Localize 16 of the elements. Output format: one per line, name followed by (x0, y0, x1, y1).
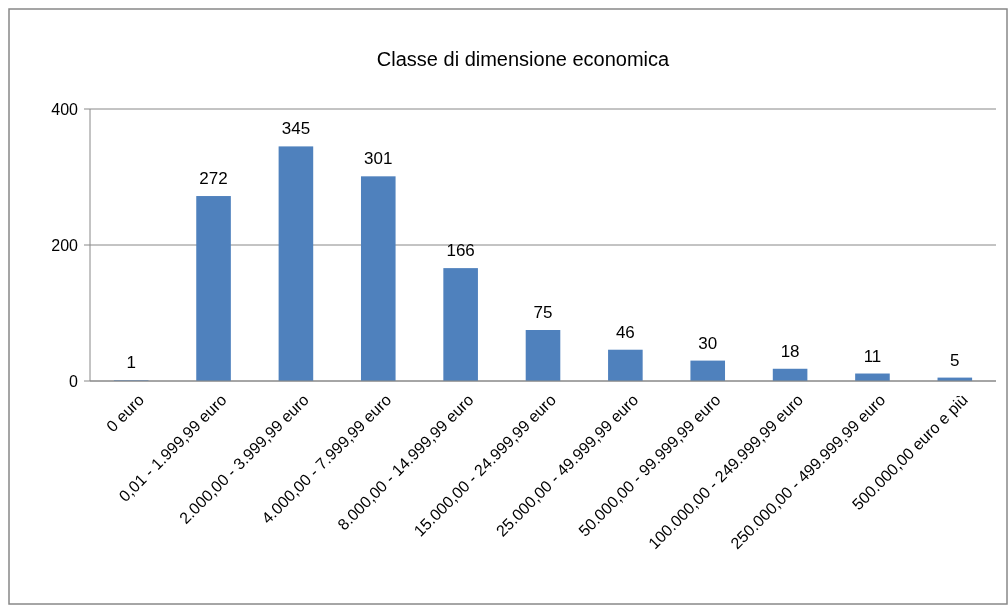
data-label: 272 (199, 169, 228, 189)
y-tick-label: 200 (51, 236, 79, 254)
data-label: 301 (364, 149, 393, 169)
data-label: 1 (126, 353, 136, 373)
data-label: 30 (698, 333, 718, 353)
y-tick-label: 0 (69, 372, 79, 390)
data-label: 46 (615, 322, 635, 342)
data-label: 5 (950, 350, 960, 370)
data-label: 18 (780, 341, 800, 361)
data-label: 11 (863, 346, 882, 366)
data-label: 166 (446, 241, 475, 261)
x-tick-label: 0 euro (103, 390, 148, 436)
y-tick-label: 400 (51, 100, 79, 118)
chart-title: Classe di dimensione economica (376, 48, 671, 70)
data-label: 345 (281, 119, 311, 139)
data-label: 75 (533, 303, 553, 322)
